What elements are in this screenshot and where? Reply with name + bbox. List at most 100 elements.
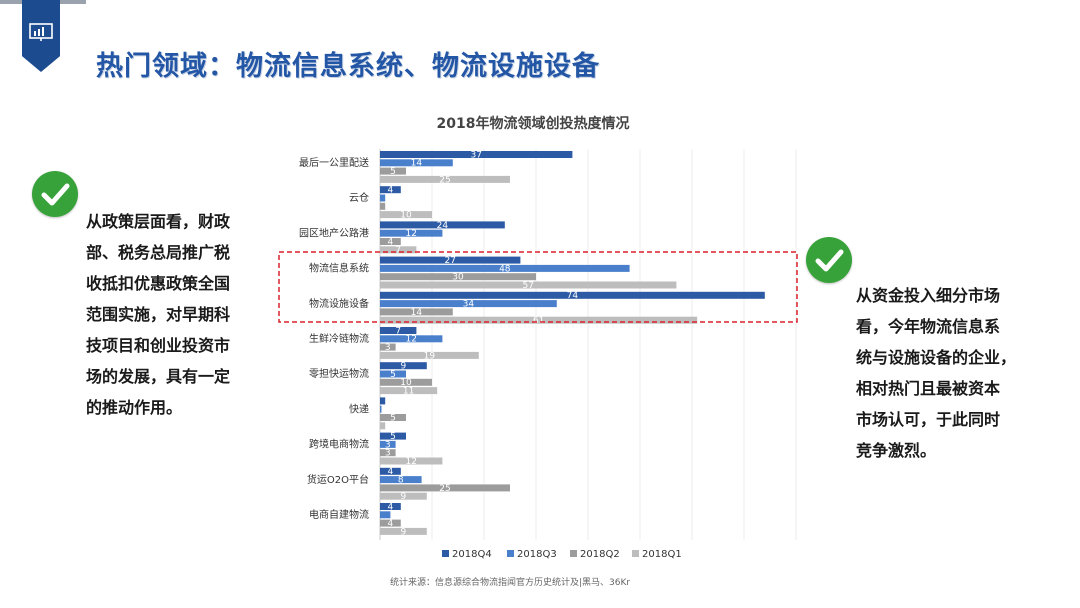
bar — [380, 246, 417, 254]
value-label: 12 — [405, 335, 416, 345]
bar — [380, 186, 401, 194]
bar — [380, 238, 401, 245]
legend-swatch — [507, 550, 514, 557]
category-label: 物流信息系统 — [309, 262, 369, 275]
bar — [380, 467, 401, 475]
bar — [380, 387, 438, 395]
bar — [380, 440, 396, 448]
value-label: 27 — [444, 256, 455, 266]
legend-label: 2018Q3 — [517, 549, 557, 560]
category-label: 物流设施设备 — [309, 297, 369, 310]
bar — [380, 519, 401, 527]
legend-label: 2018Q1 — [642, 549, 682, 560]
category-label: 货运O2O平台 — [307, 473, 369, 486]
value-label: 14 — [411, 308, 423, 318]
slide-badge — [22, 0, 60, 72]
value-label: 4 — [388, 467, 394, 477]
check-circle-icon — [806, 237, 852, 283]
policy-text: 从政策层面看，财政 部、税务总局推广税 收抵扣优惠政策全国 范围实施，对早期科 … — [86, 212, 231, 417]
value-label: 12 — [405, 457, 416, 467]
bar — [380, 300, 557, 308]
value-label: 37 — [470, 150, 481, 160]
legend-swatch — [570, 550, 577, 557]
value-label: 74 — [567, 291, 579, 301]
bar — [380, 175, 510, 183]
value-label: 9 — [401, 527, 407, 537]
bar — [380, 432, 406, 440]
bar — [380, 511, 391, 519]
bar — [380, 281, 677, 289]
value-label: 4 — [388, 237, 394, 247]
value-label: 8 — [398, 476, 404, 486]
highlight-box — [278, 251, 798, 323]
value-label: 5 — [390, 432, 396, 442]
bar — [380, 151, 573, 158]
bar — [380, 229, 443, 237]
value-label: 34 — [463, 300, 475, 310]
bar — [380, 316, 698, 324]
value-label: 25 — [439, 484, 450, 494]
bar — [380, 362, 427, 370]
value-label: 57 — [522, 281, 533, 291]
bar — [380, 414, 406, 421]
legend-label: 2018Q4 — [452, 549, 492, 560]
chart-source: 统计来源：信息源综合物流指闻官方历史统计及|黑马、36Kr — [390, 576, 630, 588]
category-label: 最后一公里配送 — [299, 156, 369, 169]
value-label: 7 — [395, 326, 401, 336]
value-label: 7 — [395, 246, 401, 256]
capital-text: 从资金投入细分市场 看，今年物流信息系 统与设施设备的企业， 相对热门且最被资本… — [856, 286, 1017, 460]
bar — [380, 503, 401, 510]
value-label: 14 — [411, 159, 423, 169]
bar — [380, 422, 386, 430]
bar — [380, 159, 453, 167]
bar — [380, 335, 443, 343]
chart-title: 2018年物流领域创投热度情况 — [437, 115, 630, 132]
bar — [380, 264, 630, 272]
category-label: 云仓 — [349, 191, 369, 204]
legend-label: 2018Q2 — [580, 549, 620, 560]
value-label: 3 — [385, 449, 391, 459]
bar — [380, 476, 422, 484]
value-label: 5 — [390, 167, 396, 177]
bar — [380, 327, 417, 334]
value-label: 4 — [388, 502, 394, 512]
bar — [380, 202, 386, 210]
bar — [380, 397, 386, 405]
value-label: 11 — [403, 387, 414, 397]
value-label: 9 — [401, 492, 407, 502]
value-label: 25 — [439, 175, 450, 185]
value-label: 24 — [437, 221, 449, 231]
value-label: 48 — [499, 264, 511, 274]
value-label: 10 — [400, 211, 412, 221]
value-label: 3 — [385, 440, 391, 450]
bar — [380, 194, 386, 202]
value-label: 19 — [424, 351, 436, 361]
bar — [380, 273, 536, 281]
bar — [380, 256, 521, 264]
bar — [380, 370, 406, 378]
category-label: 快递 — [349, 402, 369, 415]
category-label: 电商自建物流 — [309, 508, 369, 521]
bar — [380, 449, 396, 457]
category-label: 园区地产公路港 — [299, 226, 369, 239]
legend-swatch — [442, 550, 449, 557]
value-label: 4 — [388, 186, 394, 196]
value-label: 9 — [401, 362, 407, 372]
bar — [380, 484, 510, 492]
value-label: 4 — [388, 519, 394, 529]
value-label: 5 — [390, 370, 396, 380]
bar — [380, 527, 427, 535]
category-label: 跨境电商物流 — [309, 438, 369, 451]
value-label: 30 — [452, 273, 464, 283]
value-label: 10 — [400, 378, 412, 388]
bar — [380, 378, 432, 386]
bar — [380, 211, 432, 219]
bar — [380, 221, 505, 229]
value-label: 12 — [405, 229, 416, 239]
check-circle-icon — [32, 171, 78, 217]
bar — [380, 351, 479, 359]
bar — [380, 492, 427, 500]
value-label: 61 — [533, 316, 544, 326]
bar — [380, 457, 443, 465]
